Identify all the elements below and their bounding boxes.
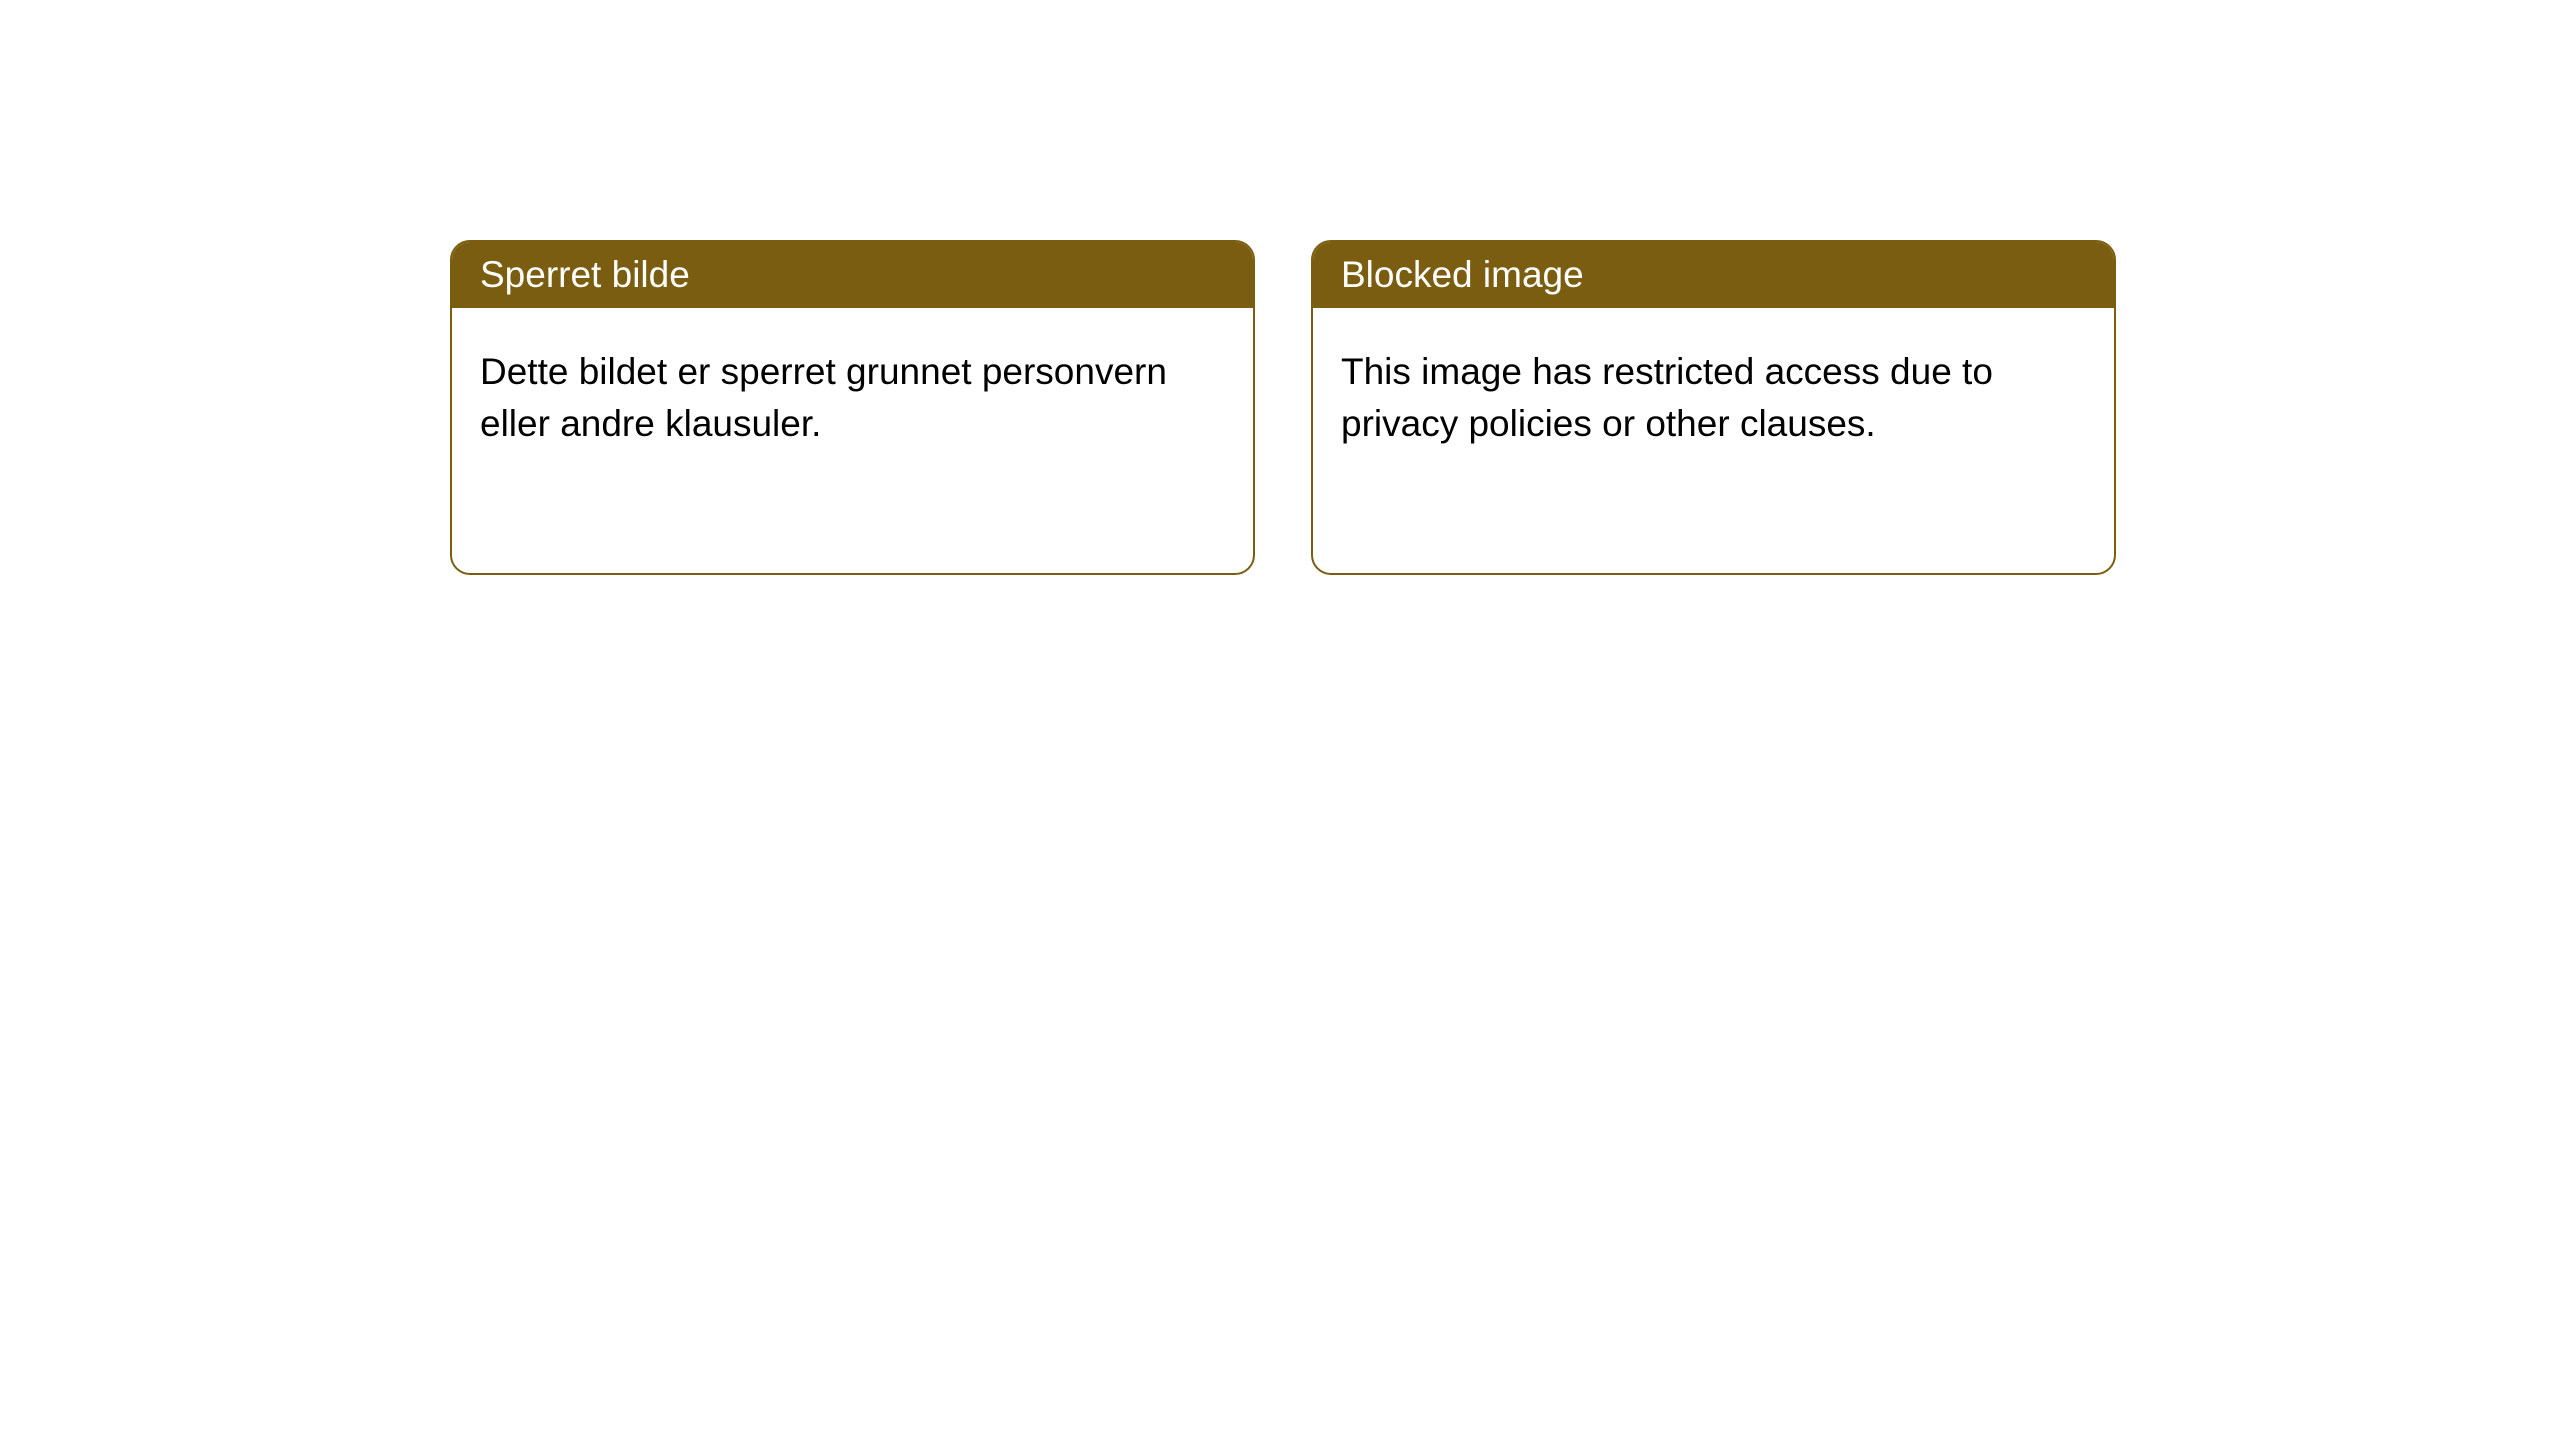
- card-body: Dette bildet er sperret grunnet personve…: [452, 308, 1253, 488]
- card-body: This image has restricted access due to …: [1313, 308, 2114, 488]
- card-message: This image has restricted access due to …: [1341, 351, 1993, 444]
- notice-container: Sperret bilde Dette bildet er sperret gr…: [0, 0, 2560, 575]
- card-title: Blocked image: [1341, 254, 1584, 295]
- card-header: Blocked image: [1313, 242, 2114, 308]
- notice-card-norwegian: Sperret bilde Dette bildet er sperret gr…: [450, 240, 1255, 575]
- card-header: Sperret bilde: [452, 242, 1253, 308]
- card-message: Dette bildet er sperret grunnet personve…: [480, 351, 1167, 444]
- card-title: Sperret bilde: [480, 254, 690, 295]
- notice-card-english: Blocked image This image has restricted …: [1311, 240, 2116, 575]
